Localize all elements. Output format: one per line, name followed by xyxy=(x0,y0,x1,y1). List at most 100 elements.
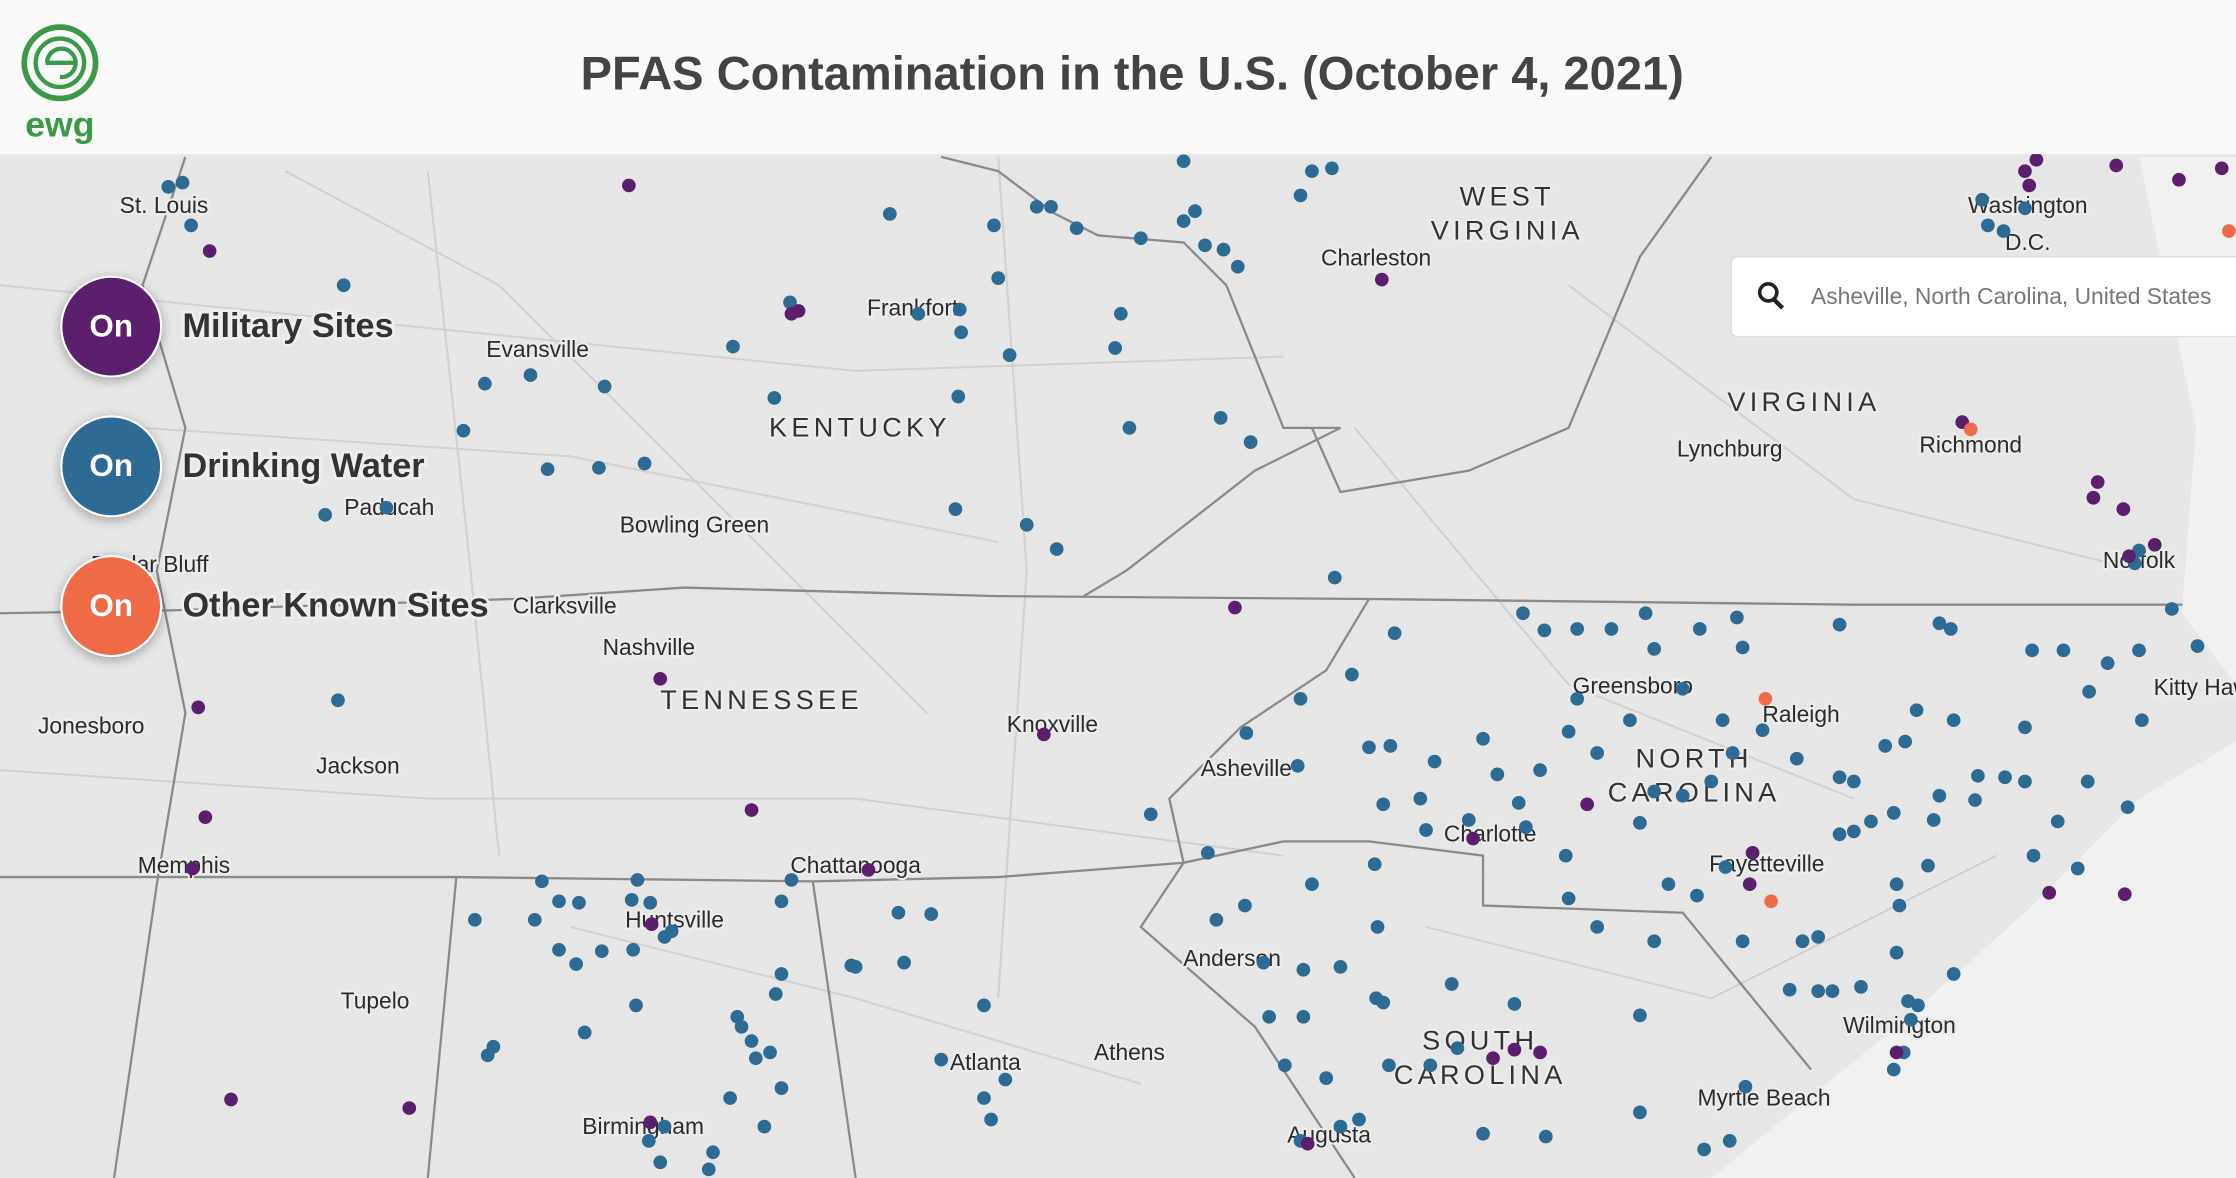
drinking-water-site[interactable] xyxy=(934,1052,949,1067)
drinking-water-site[interactable] xyxy=(1476,1126,1490,1141)
drinking-water-site[interactable] xyxy=(1327,570,1342,585)
drinking-water-site[interactable] xyxy=(1277,1058,1292,1073)
drinking-water-site[interactable] xyxy=(1108,341,1122,355)
military-site[interactable] xyxy=(1374,272,1389,287)
drinking-water-site[interactable] xyxy=(1998,770,2012,785)
drinking-water-site[interactable] xyxy=(1725,746,1740,760)
drinking-water-site[interactable] xyxy=(1333,1119,1348,1134)
military-site[interactable] xyxy=(1228,600,1242,615)
drinking-water-site[interactable] xyxy=(1296,1009,1311,1024)
drinking-water-site[interactable] xyxy=(1044,199,1058,214)
military-site[interactable] xyxy=(2042,885,2057,900)
military-site[interactable] xyxy=(1466,831,1480,846)
drinking-water-site[interactable] xyxy=(523,368,538,382)
drinking-water-site[interactable] xyxy=(763,1045,777,1060)
drinking-water-site[interactable] xyxy=(1133,231,1148,246)
drinking-water-site[interactable] xyxy=(552,942,566,957)
drinking-water-site[interactable] xyxy=(1352,1112,1366,1127)
military-site[interactable] xyxy=(644,917,659,931)
drinking-water-site[interactable] xyxy=(1832,617,1847,632)
drinking-water-site[interactable] xyxy=(1971,768,1985,783)
drinking-water-site[interactable] xyxy=(1846,774,1861,789)
drinking-water-site[interactable] xyxy=(734,1019,749,1034)
drinking-water-site[interactable] xyxy=(572,895,586,910)
drinking-water-site[interactable] xyxy=(774,894,789,909)
drinking-water-site[interactable] xyxy=(2050,814,2065,829)
drinking-water-site[interactable] xyxy=(1898,734,1913,749)
drinking-water-site[interactable] xyxy=(2018,774,2032,789)
drinking-water-site[interactable] xyxy=(844,958,859,973)
drinking-water-site[interactable] xyxy=(624,893,639,907)
drinking-water-site[interactable] xyxy=(1537,623,1552,638)
military-site[interactable] xyxy=(2086,490,2101,505)
drinking-water-site[interactable] xyxy=(1345,667,1359,682)
drinking-water-site[interactable] xyxy=(748,1051,763,1066)
drinking-water-site[interactable] xyxy=(1561,724,1576,739)
drinking-water-site[interactable] xyxy=(184,218,198,233)
drinking-water-site[interactable] xyxy=(594,944,609,959)
drinking-water-site[interactable] xyxy=(1590,920,1604,934)
drinking-water-site[interactable] xyxy=(1633,1105,1647,1120)
other-known-site[interactable] xyxy=(1764,894,1778,909)
drinking-water-site[interactable] xyxy=(2018,201,2032,216)
drinking-water-site[interactable] xyxy=(1305,877,1319,892)
drinking-water-site[interactable] xyxy=(1029,199,1044,214)
drinking-water-site[interactable] xyxy=(1795,934,1810,949)
drinking-water-site[interactable] xyxy=(629,998,643,1013)
drinking-water-site[interactable] xyxy=(552,894,566,909)
drinking-water-site[interactable] xyxy=(2056,643,2071,658)
drinking-water-site[interactable] xyxy=(637,456,652,471)
military-site[interactable] xyxy=(1580,797,1595,812)
military-site[interactable] xyxy=(185,861,200,876)
drinking-water-site[interactable] xyxy=(1690,888,1704,903)
drinking-water-site[interactable] xyxy=(318,508,332,522)
drinking-water-site[interactable] xyxy=(630,873,645,887)
drinking-water-site[interactable] xyxy=(1538,1129,1553,1144)
drinking-water-site[interactable] xyxy=(2070,861,2085,876)
drinking-water-site[interactable] xyxy=(577,1025,592,1040)
drinking-water-site[interactable] xyxy=(951,389,966,404)
drinking-water-site[interactable] xyxy=(1176,214,1191,228)
other-known-site[interactable] xyxy=(1963,422,1978,437)
drinking-water-site[interactable] xyxy=(1176,154,1191,169)
drinking-water-site[interactable] xyxy=(540,462,555,477)
search-box[interactable]: Asheville, North Carolina, United States xyxy=(1730,256,2236,338)
drinking-water-site[interactable] xyxy=(1423,1058,1438,1073)
drinking-water-site[interactable] xyxy=(2135,713,2149,728)
drinking-water-site[interactable] xyxy=(706,1145,720,1160)
drinking-water-site[interactable] xyxy=(1975,192,1990,207)
drinking-water-site[interactable] xyxy=(2164,602,2179,616)
drinking-water-site[interactable] xyxy=(977,998,991,1013)
drinking-water-site[interactable] xyxy=(626,942,640,957)
military-site[interactable] xyxy=(2090,475,2105,489)
drinking-water-site[interactable] xyxy=(1419,823,1433,837)
drinking-water-site[interactable] xyxy=(1367,857,1382,872)
military-site[interactable] xyxy=(2147,537,2162,552)
drinking-water-site[interactable] xyxy=(1570,622,1585,636)
drinking-water-site[interactable] xyxy=(1490,767,1505,782)
drinking-water-site[interactable] xyxy=(336,278,351,293)
drinking-water-site[interactable] xyxy=(1704,774,1719,789)
drinking-water-site[interactable] xyxy=(2026,848,2041,863)
military-site[interactable] xyxy=(2117,887,2132,902)
military-site[interactable] xyxy=(1486,1051,1500,1066)
drinking-water-site[interactable] xyxy=(1461,813,1476,827)
drinking-water-site[interactable] xyxy=(1558,848,1573,863)
drinking-water-site[interactable] xyxy=(1382,1058,1396,1073)
drinking-water-site[interactable] xyxy=(1825,984,1840,998)
drinking-water-site[interactable] xyxy=(954,325,968,340)
drinking-water-site[interactable] xyxy=(1832,770,1847,785)
drinking-water-site[interactable] xyxy=(657,1119,672,1134)
drinking-water-site[interactable] xyxy=(1427,754,1442,769)
drinking-water-site[interactable] xyxy=(911,306,926,321)
military-site[interactable] xyxy=(622,178,636,193)
drinking-water-site[interactable] xyxy=(2018,720,2032,735)
military-site[interactable] xyxy=(2172,172,2186,187)
drinking-water-site[interactable] xyxy=(952,302,967,317)
layer-toggle[interactable]: On Drinking Water xyxy=(60,415,427,518)
drinking-water-site[interactable] xyxy=(1114,306,1128,321)
drinking-water-site[interactable] xyxy=(1604,622,1619,636)
drinking-water-site[interactable] xyxy=(175,175,190,190)
drinking-water-site[interactable] xyxy=(2132,543,2146,558)
drinking-water-site[interactable] xyxy=(1886,1062,1901,1077)
